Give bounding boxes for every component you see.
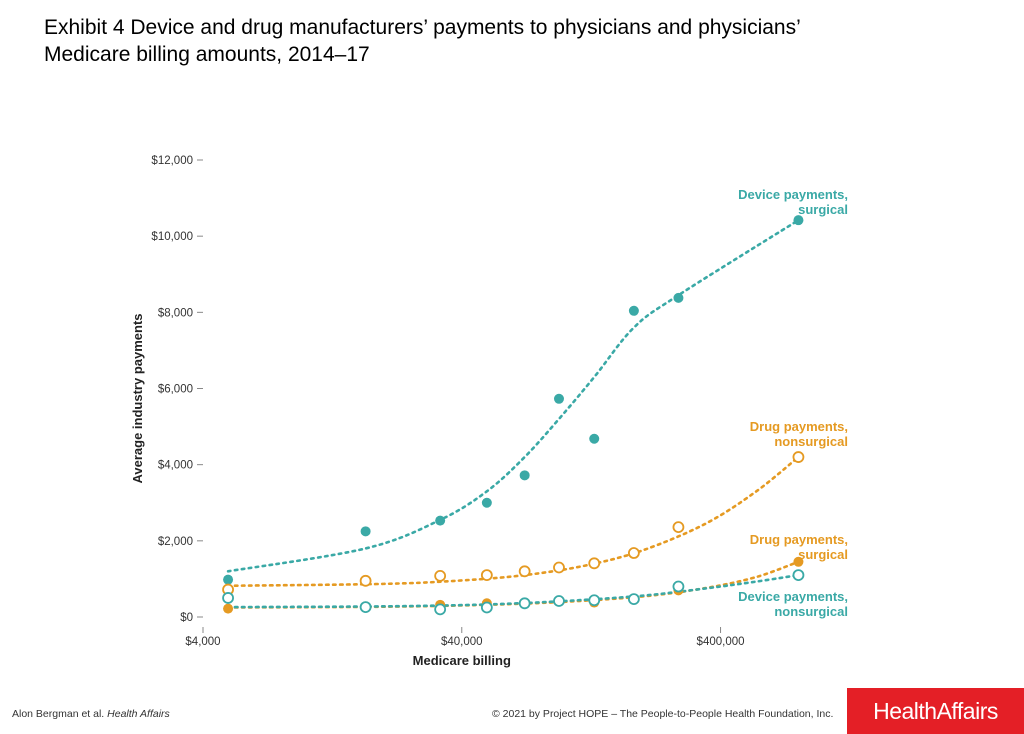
y-tick-label: $2,000 xyxy=(158,536,193,548)
data-point-device-payments-surgical xyxy=(589,433,600,444)
data-point-device-payments-nonsurgical xyxy=(588,594,601,607)
data-point-device-payments-surgical xyxy=(673,292,684,303)
y-tick-label: $12,000 xyxy=(151,155,193,167)
data-point-device-payments-surgical xyxy=(223,574,234,585)
y-tick-label: $4,000 xyxy=(158,460,193,472)
x-tick-label: $40,000 xyxy=(441,636,483,648)
scatter-chart: $0 $2,000 $4,000 $6,000 $8,000 $10,000 $12,000… xyxy=(130,155,848,668)
y-tick-label: $8,000 xyxy=(158,307,193,319)
data-point-device-payments-nonsurgical xyxy=(672,580,685,593)
data-point-device-payments-nonsurgical xyxy=(480,601,493,614)
x-tick-label: $4,000 xyxy=(185,636,220,648)
data-point-device-payments-surgical xyxy=(360,526,371,537)
chart-title: Exhibit 4 Device and drug manufacturers’… xyxy=(44,14,944,68)
series-label-drug-payments-nonsurgical: Drug payments, xyxy=(750,419,848,434)
data-point-drug-payments-nonsurgical xyxy=(553,561,565,574)
y-tick-label: $0 xyxy=(180,612,193,624)
data-point-drug-payments-nonsurgical xyxy=(672,521,685,534)
data-point-drug-payments-surgical xyxy=(223,603,234,614)
series-label-drug-payments-nonsurgical: nonsurgical xyxy=(774,434,848,449)
series-label-drug-payments-surgical: Drug payments, xyxy=(750,532,848,547)
data-point-device-payments-nonsurgical xyxy=(553,595,565,607)
trend-line-device-payments-nonsurgical xyxy=(226,573,800,609)
series-label-device-payments-nonsurgical: Device payments, xyxy=(738,589,848,604)
series-label-device-payments-surgical: Device payments, xyxy=(738,187,848,202)
data-point-device-payments-surgical xyxy=(519,470,530,481)
x-tick-label: $400,000 xyxy=(697,636,745,648)
data-point-device-payments-surgical xyxy=(481,497,492,508)
data-point-drug-payments-nonsurgical xyxy=(518,565,531,578)
trend-lines xyxy=(226,218,800,609)
data-point-device-payments-nonsurgical xyxy=(627,593,640,606)
series-label-device-payments-nonsurgical: nonsurgical xyxy=(774,604,848,619)
data-point-device-payments-nonsurgical xyxy=(792,569,805,582)
series-label-drug-payments-surgical: surgical xyxy=(798,547,848,562)
data-point-device-payments-surgical xyxy=(435,515,446,526)
series-label-device-payments-surgical: surgical xyxy=(798,202,848,217)
data-point-drug-payments-nonsurgical xyxy=(480,569,493,582)
data-point-drug-payments-nonsurgical xyxy=(588,557,601,570)
data-point-device-payments-surgical xyxy=(793,215,804,226)
source-credit: Alon Bergman et al. Health Affairs xyxy=(12,708,170,720)
y-axis-label: Average industry payments xyxy=(130,313,145,483)
copyright-text: © 2021 by Project HOPE – The People-to-P… xyxy=(492,708,834,720)
data-point-drug-payments-nonsurgical xyxy=(792,451,805,463)
y-tick-label: $10,000 xyxy=(151,231,193,243)
trend-line-drug-payments-nonsurgical xyxy=(226,455,800,588)
journal-text: Health Affairs xyxy=(107,708,170,720)
data-point-drug-payments-nonsurgical xyxy=(359,574,372,587)
data-point-device-payments-nonsurgical xyxy=(359,601,372,613)
data-point-device-payments-nonsurgical xyxy=(434,603,447,616)
x-axis-label: Medicare billing xyxy=(413,653,511,668)
health-affairs-logo: HealthAffairs xyxy=(847,688,1024,734)
chart-title-line-1: Exhibit 4 Device and drug manufacturers’… xyxy=(44,16,801,39)
author-text: Alon Bergman et al. xyxy=(12,708,105,720)
data-point-drug-payments-nonsurgical xyxy=(627,547,640,559)
data-point-device-payments-nonsurgical xyxy=(518,597,531,610)
data-points xyxy=(222,215,805,616)
data-point-device-payments-surgical xyxy=(628,305,639,316)
data-point-drug-payments-surgical xyxy=(793,556,804,567)
chart-axes: $0 $2,000 $4,000 $6,000 $8,000 $10,000 $12,000… xyxy=(130,155,745,668)
data-point-device-payments-nonsurgical xyxy=(222,592,234,604)
trend-line-device-payments-surgical xyxy=(226,218,800,573)
data-point-device-payments-surgical xyxy=(553,393,564,404)
data-point-drug-payments-nonsurgical xyxy=(434,569,447,582)
y-tick-label: $6,000 xyxy=(158,384,193,396)
chart-title-line-2: Medicare billing amounts, 2014–17 xyxy=(44,43,370,66)
